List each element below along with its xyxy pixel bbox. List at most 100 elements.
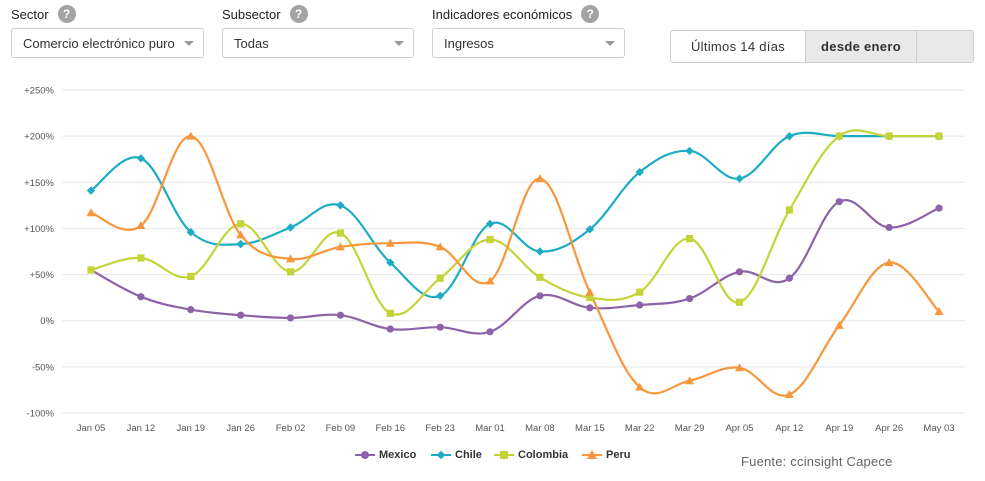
legend-item-colombia[interactable]: Colombia: [494, 449, 568, 461]
x-tick-label: May 03: [923, 423, 954, 434]
data-point-chile: [286, 223, 295, 232]
data-point-chile: [236, 239, 245, 249]
data-point-peru: [635, 382, 645, 391]
data-point-chile: [136, 154, 146, 163]
data-point-chile: [635, 167, 644, 177]
x-tick-label: Apr 19: [825, 423, 853, 434]
data-point-peru: [286, 254, 296, 263]
data-point-peru: [685, 376, 695, 385]
x-tick-label: Jan 12: [127, 423, 156, 434]
data-point-chile: [386, 258, 395, 267]
series-line-peru: [90, 134, 940, 397]
data-point-mexico: [286, 314, 295, 322]
help-icon[interactable]: ?: [57, 5, 76, 23]
data-point-mexico: [685, 294, 694, 303]
series-line-mexico: [90, 199, 940, 335]
data-point-chile: [685, 146, 694, 156]
x-tick-label: Feb 23: [425, 423, 455, 434]
sector-filter: Sector ?: [11, 4, 76, 24]
data-point-colombia: [685, 234, 694, 243]
sector-select-value: Comercio electrónico puro: [23, 35, 175, 51]
data-point-peru: [435, 242, 445, 251]
data-point-peru: [86, 208, 96, 217]
data-point-colombia: [835, 132, 843, 140]
y-tick-label: +200%: [24, 132, 54, 143]
range-toggle-extra[interactable]: [916, 30, 974, 63]
data-point-peru: [485, 276, 495, 285]
data-point-mexico: [835, 198, 843, 206]
help-icon[interactable]: ?: [289, 5, 308, 23]
data-point-peru: [784, 390, 794, 399]
data-point-chile: [735, 174, 744, 183]
x-tick-label: Mar 22: [625, 423, 655, 434]
data-point-peru: [734, 363, 744, 372]
y-tick-label: -50%: [32, 362, 55, 373]
data-point-mexico: [935, 204, 943, 212]
data-point-colombia: [935, 132, 943, 140]
indicator-select-value: Ingresos: [444, 35, 494, 51]
legend-marker-mexico: [355, 450, 375, 460]
legend-label-chile: Chile: [455, 449, 482, 461]
data-point-colombia: [636, 288, 644, 296]
data-point-colombia: [586, 294, 594, 302]
data-point-mexico: [486, 328, 494, 336]
chevron-down-icon: [394, 41, 404, 46]
legend-marker-colombia: [494, 450, 514, 460]
data-point-colombia: [536, 273, 544, 281]
y-tick-label: +250%: [24, 86, 54, 97]
x-tick-label: Mar 15: [575, 423, 605, 434]
data-point-chile: [785, 131, 794, 141]
help-icon[interactable]: ?: [581, 5, 600, 23]
x-tick-label: Feb 09: [326, 423, 356, 434]
sector-label: Sector: [11, 6, 49, 22]
x-tick-label: Jan 26: [226, 423, 255, 434]
indicator-filter: Indicadores económicos ?: [432, 4, 600, 24]
data-point-mexico: [187, 306, 195, 314]
data-point-colombia: [237, 220, 245, 228]
y-tick-label: 0%: [40, 316, 54, 327]
data-point-colombia: [885, 132, 893, 140]
data-point-mexico: [885, 223, 893, 232]
x-tick-label: Apr 12: [775, 423, 803, 434]
x-tick-label: Jan 19: [176, 423, 205, 434]
y-tick-label: +150%: [24, 178, 54, 189]
data-point-chile: [86, 186, 96, 195]
data-point-mexico: [137, 293, 145, 301]
y-tick-label: -100%: [27, 409, 55, 420]
legend-item-peru[interactable]: Peru: [582, 449, 630, 461]
x-tick-label: Feb 16: [376, 423, 406, 434]
legend-item-chile[interactable]: Chile: [431, 449, 482, 461]
x-tick-label: Mar 01: [475, 423, 505, 434]
data-point-colombia: [735, 298, 744, 306]
data-point-peru: [335, 242, 345, 251]
data-point-mexico: [386, 325, 394, 333]
subsector-filter: Subsector ?: [222, 4, 308, 24]
data-point-colombia: [187, 272, 195, 281]
x-tick-label: Jan 05: [77, 423, 106, 434]
data-point-mexico: [436, 323, 444, 331]
legend-marker-peru: [582, 450, 602, 460]
source-note: Fuente: ccinsight Capece: [741, 454, 893, 469]
data-point-chile: [186, 227, 195, 237]
line-chart: +250% +200% +150% +100% +50% 0% -50% -100% Jan 0…: [24, 86, 965, 434]
data-point-colombia: [286, 268, 295, 276]
data-point-chile: [435, 291, 445, 300]
data-point-colombia: [336, 229, 345, 237]
chevron-down-icon: [184, 41, 194, 46]
data-point-mexico: [536, 292, 544, 300]
data-point-chile: [535, 247, 545, 256]
x-tick-label: Feb 02: [276, 423, 306, 434]
subsector-select[interactable]: Todas: [222, 28, 414, 58]
indicator-select[interactable]: Ingresos: [432, 28, 625, 58]
sector-select[interactable]: Comercio electrónico puro: [11, 28, 204, 58]
range-toggle-last-14-days[interactable]: Últimos 14 días: [670, 30, 806, 63]
data-point-peru: [186, 131, 196, 140]
data-point-colombia: [137, 254, 145, 262]
data-point-colombia: [436, 274, 444, 282]
range-toggle-since-january[interactable]: desde enero: [805, 30, 917, 63]
data-point-colombia: [785, 206, 793, 214]
data-point-peru: [884, 258, 894, 267]
legend-item-mexico[interactable]: Mexico: [355, 449, 416, 461]
data-point-colombia: [87, 266, 95, 274]
data-point-chile: [336, 201, 345, 210]
